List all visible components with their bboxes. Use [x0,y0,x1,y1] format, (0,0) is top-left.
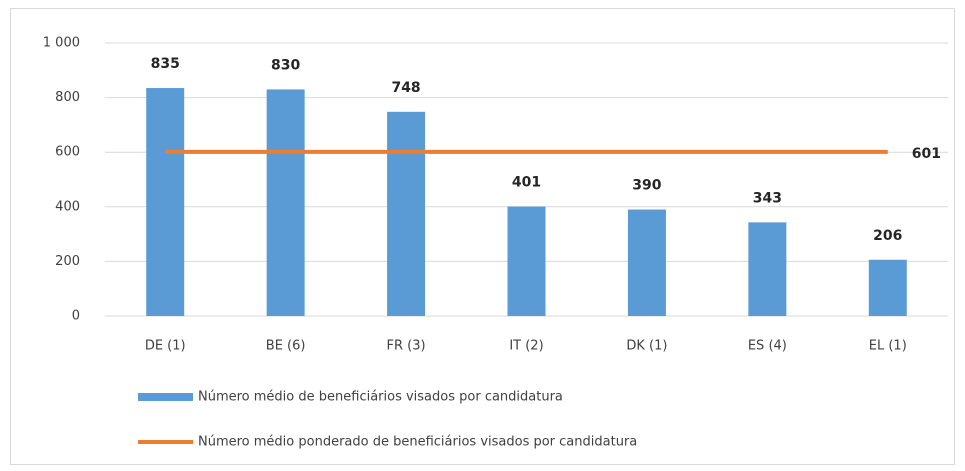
x-tick-label: FR (3) [387,339,426,354]
y-tick-label: 600 [55,145,80,160]
x-tick-label: DK (1) [626,339,667,354]
legend-label: Número médio ponderado de beneficiários … [198,435,637,450]
bar [868,259,907,316]
data-label: 206 [873,228,902,244]
x-tick-label: EL (1) [869,339,907,354]
x-tick-label: ES (4) [748,339,787,354]
data-label: 601 [912,146,941,162]
legend-label: Número médio de beneficiários visados po… [198,390,563,405]
bar [146,88,185,316]
y-tick-label: 0 [72,309,80,324]
data-label: 390 [632,178,661,194]
bar [387,111,426,317]
x-tick-label: BE (6) [266,339,306,354]
data-label: 343 [753,190,782,206]
bar [266,89,305,316]
data-label: 748 [391,80,420,96]
y-tick-label: 400 [55,199,80,214]
bar [627,209,666,316]
y-tick-label: 1 000 [43,36,80,51]
y-tick-label: 200 [55,254,80,269]
bar [507,206,546,316]
y-tick-label: 800 [55,90,80,105]
data-label: 835 [151,56,180,72]
bar [748,222,787,316]
x-tick-label: IT (2) [509,339,543,354]
data-label: 830 [271,57,300,73]
x-tick-label: DE (1) [145,339,186,354]
data-label: 401 [512,175,541,191]
legend-swatch [138,393,193,401]
